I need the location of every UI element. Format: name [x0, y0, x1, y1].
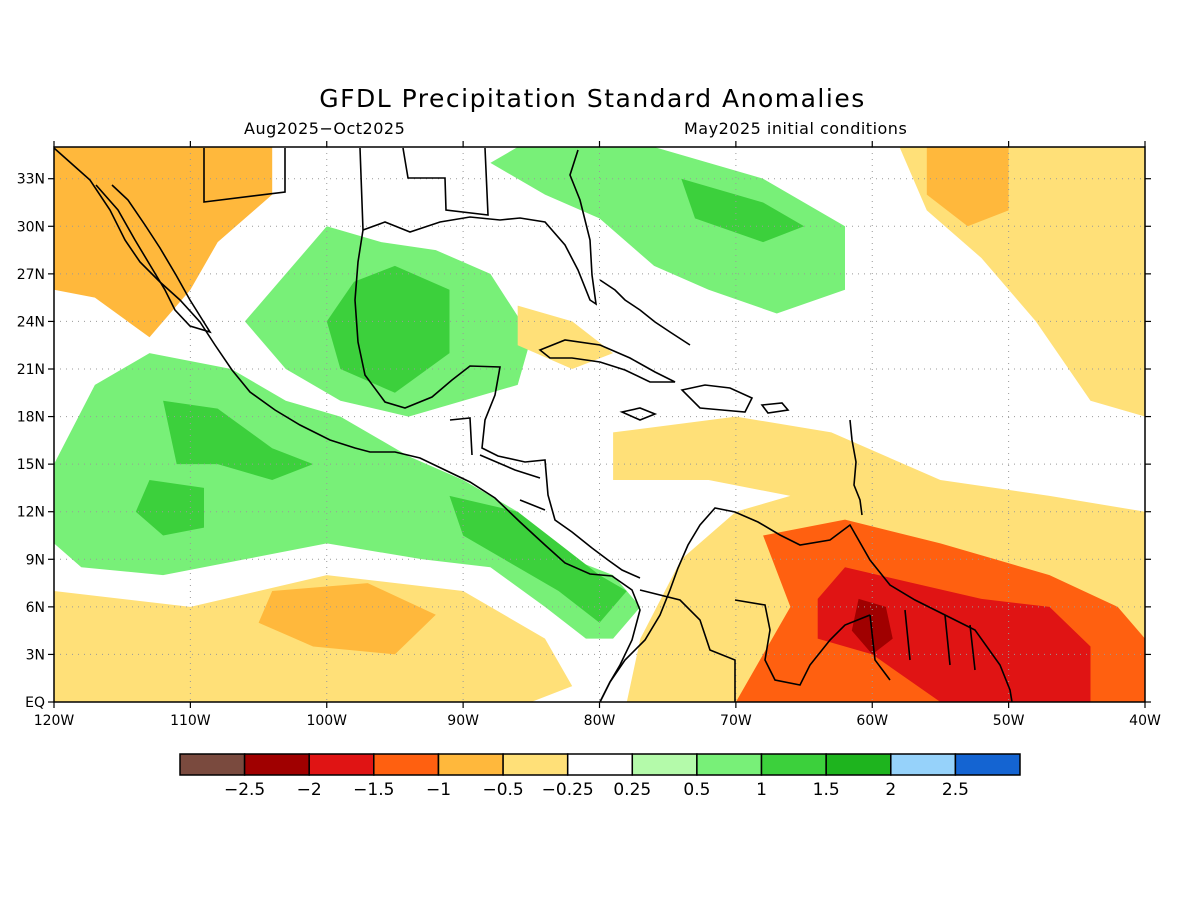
baja-california	[95, 184, 212, 334]
north-america-coastline	[54, 147, 641, 702]
colorbar-swatch	[890, 753, 957, 776]
chart-title: GFDL Precipitation Standard Anomalies	[319, 84, 866, 113]
venezuela-border	[734, 599, 871, 686]
central-america-borders	[449, 417, 546, 511]
lat-tick-label: 27N	[17, 267, 45, 283]
graticule	[54, 147, 1145, 702]
lat-tick-label: 15N	[17, 457, 45, 473]
lon-tick-label: 90W	[447, 713, 479, 729]
anomaly-layer	[54, 147, 1145, 702]
colorbar-label: −1.5	[353, 780, 394, 800]
colorbar-swatch	[696, 753, 763, 776]
lat-tick-label: 3N	[26, 647, 45, 663]
colorbar-swatch	[502, 753, 569, 776]
lat-tick-label: 6N	[26, 600, 45, 616]
jamaica	[619, 407, 658, 421]
lat-tick-label: 12N	[17, 505, 45, 521]
mexico-us-border	[203, 147, 489, 216]
gulf-coastline	[354, 147, 641, 579]
lat-tick-label: 24N	[17, 314, 45, 330]
colorbar-label: 0.25	[613, 780, 651, 800]
colorbar-label: 2.5	[942, 780, 969, 800]
colorbar-swatch	[760, 753, 827, 776]
colorbar-label: −0.5	[482, 780, 523, 800]
lat-tick-label: 9N	[26, 552, 45, 568]
us-gulf-coastline	[362, 149, 598, 306]
anomaly-region-subtropical-atlantic-dry-core	[926, 147, 1009, 227]
lon-tick-label: 50W	[993, 713, 1025, 729]
colorbar-swatch	[308, 753, 375, 776]
south-america-coastline	[599, 507, 1013, 702]
lat-tick-label: 18N	[17, 410, 45, 426]
anomaly-region-guianas-extreme	[851, 598, 893, 655]
lon-tick-label: 70W	[720, 713, 752, 729]
lat-tick-label: 33N	[17, 172, 45, 188]
anomaly-region-atlantic-coast-core	[681, 178, 805, 243]
colorbar-label: −0.25	[542, 780, 594, 800]
colorbar-label: 0.5	[683, 780, 710, 800]
anomaly-region-eastern-pacific-core-2	[135, 480, 204, 536]
guianas-borders	[869, 609, 976, 681]
lon-tick-label: 40W	[1129, 713, 1161, 729]
anomaly-region-central-america-core	[449, 495, 627, 623]
lon-tick-label: 120W	[34, 713, 75, 729]
lon-tick-label: 110W	[170, 713, 211, 729]
colorbar-label: −2.5	[224, 780, 265, 800]
colorbar-swatch	[179, 753, 246, 776]
lesser-antilles	[849, 419, 863, 516]
colorbar: −2.5 −2 −1.5 −1 −0.5 −0.25 0.25 0.5 1 1.5 2 2.5	[179, 753, 1021, 800]
colorbar-label: 1	[756, 780, 767, 800]
lon-tick-label: 80W	[584, 713, 616, 729]
colorbar-label: 2	[885, 780, 896, 800]
axes: 120W 110W 100W 90W 80W 70W 60W 50W 40W EQ 3N 6N 9N 12…	[17, 141, 1161, 729]
colombia-border	[639, 589, 736, 702]
colorbar-label: 1.5	[813, 780, 840, 800]
anomaly-region-gulf-dry-patch	[517, 305, 614, 369]
cuba	[538, 339, 676, 383]
colorbar-swatch	[566, 753, 634, 776]
colorbar-swatch	[243, 753, 310, 776]
colorbar-swatch	[373, 753, 440, 776]
initial-conditions: May2025 initial conditions	[684, 119, 908, 138]
anomaly-region-eastern-pacific-core	[163, 400, 314, 480]
lat-tick-label: EQ	[25, 695, 45, 711]
hispaniola	[680, 384, 754, 413]
forecast-period: Aug2025−Oct2025	[244, 119, 406, 138]
lat-tick-label: 30N	[17, 219, 45, 235]
colorbar-label: −2	[297, 780, 322, 800]
colorbar-label: −1	[426, 780, 451, 800]
lon-tick-label: 100W	[306, 713, 347, 729]
anomaly-region-guianas-very-dry	[817, 567, 1091, 702]
anomaly-region-atlantic-coast-wet	[490, 147, 845, 314]
colorbar-swatch	[437, 753, 504, 776]
colorbar-swatch	[631, 753, 698, 776]
anomaly-region-equatorial-pacific-dry-core	[258, 583, 436, 655]
puerto-rico	[760, 402, 790, 414]
lon-tick-label: 60W	[856, 713, 888, 729]
colorbar-swatch	[954, 753, 1021, 776]
anomaly-region-mexico-gulf-core	[326, 265, 450, 393]
anomaly-region-baja-dry	[54, 147, 273, 338]
bahamas	[599, 279, 691, 346]
coastlines	[54, 147, 1013, 702]
lat-tick-label: 21N	[17, 362, 45, 378]
colorbar-swatch	[825, 753, 892, 776]
